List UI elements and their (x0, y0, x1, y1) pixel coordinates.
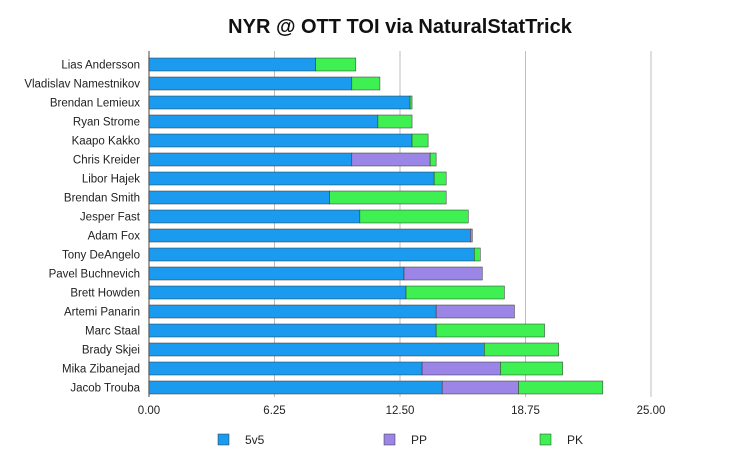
bar-5v5 (148, 285, 407, 300)
bar-5v5 (148, 76, 353, 91)
y-tick-label: Libor Hajek (82, 174, 140, 186)
bar-pk (411, 133, 429, 148)
bar-5v5 (148, 114, 379, 129)
y-tick-label: Kaapo Kakko (72, 136, 140, 148)
bar-pp (403, 266, 483, 281)
bar-pk (315, 57, 357, 72)
y-tick-label: Artemi Panarin (64, 307, 140, 319)
bar-pk (433, 171, 447, 186)
x-tick-label: 0.00 (138, 405, 160, 417)
bar-5v5 (148, 247, 475, 262)
y-tick-label: Vladislav Namestnikov (24, 79, 140, 91)
bar-pk (377, 114, 413, 129)
bar-pk (500, 361, 563, 376)
y-tick-label: Ryan Strome (73, 117, 140, 129)
x-tick-label: 12.50 (386, 405, 415, 417)
bar-5v5 (148, 266, 405, 281)
y-tick-label: Chris Kreider (73, 155, 140, 167)
x-axis-ticks: 0.00 6.25 12.50 18.75 25.00 (138, 405, 666, 417)
y-tick-label: Pavel Buchnevich (49, 269, 140, 281)
y-axis-labels: Lias Andersson Vladislav Namestnikov Brend… (24, 60, 140, 395)
legend-swatch (217, 433, 230, 446)
bar-pk (484, 342, 559, 357)
y-tick-label: Jesper Fast (80, 212, 141, 224)
bar-5v5 (148, 342, 485, 357)
bar-pk (359, 209, 469, 224)
bar-5v5 (148, 380, 443, 395)
bar-pk (329, 190, 447, 205)
x-tick-label: 25.00 (637, 405, 666, 417)
bar-5v5 (148, 152, 353, 167)
legend-label: PK (567, 433, 583, 447)
x-tick-label: 6.25 (263, 405, 285, 417)
y-tick-label: Brendan Lemieux (50, 98, 140, 110)
bar-pk (409, 95, 413, 110)
bar-pp (351, 152, 431, 167)
bar-5v5 (148, 361, 423, 376)
bar-5v5 (148, 57, 316, 72)
y-tick-label: Lias Andersson (61, 60, 140, 72)
bar-pp (421, 361, 501, 376)
bar-5v5 (148, 95, 411, 110)
bar-pp (470, 228, 473, 243)
y-tick-label: Adam Fox (88, 231, 141, 243)
y-tick-label: Jacob Trouba (70, 383, 140, 395)
bar-5v5 (148, 209, 361, 224)
bar-pk (429, 152, 437, 167)
y-tick-label: Mika Zibanejad (62, 364, 140, 376)
legend-label: PP (411, 433, 427, 447)
bar-pk (435, 323, 545, 338)
bars (148, 57, 604, 395)
bar-5v5 (148, 133, 413, 148)
legend-label: 5v5 (245, 433, 265, 447)
bar-5v5 (148, 171, 435, 186)
bar-pp (441, 380, 519, 395)
y-tick-label: Marc Staal (85, 326, 140, 338)
x-tick-label: 18.75 (511, 405, 540, 417)
bar-5v5 (148, 228, 471, 243)
legend-swatch (539, 433, 552, 446)
y-tick-label: Brendan Smith (64, 193, 140, 205)
bar-5v5 (148, 323, 437, 338)
bar-5v5 (148, 304, 437, 319)
bar-pk (518, 380, 604, 395)
y-tick-label: Tony DeAngelo (62, 250, 140, 262)
chart-title: NYR @ OTT TOI via NaturalStatTrick (228, 16, 573, 38)
y-tick-label: Brady Skjei (82, 345, 140, 357)
bar-pk (351, 76, 381, 91)
bar-5v5 (148, 190, 330, 205)
bar-pk (474, 247, 481, 262)
y-tick-label: Brett Howden (70, 288, 140, 300)
legend-swatch (383, 433, 396, 446)
bar-pk (405, 285, 505, 300)
bar-pp (435, 304, 515, 319)
legend: 5v5 PP PK (217, 433, 583, 447)
